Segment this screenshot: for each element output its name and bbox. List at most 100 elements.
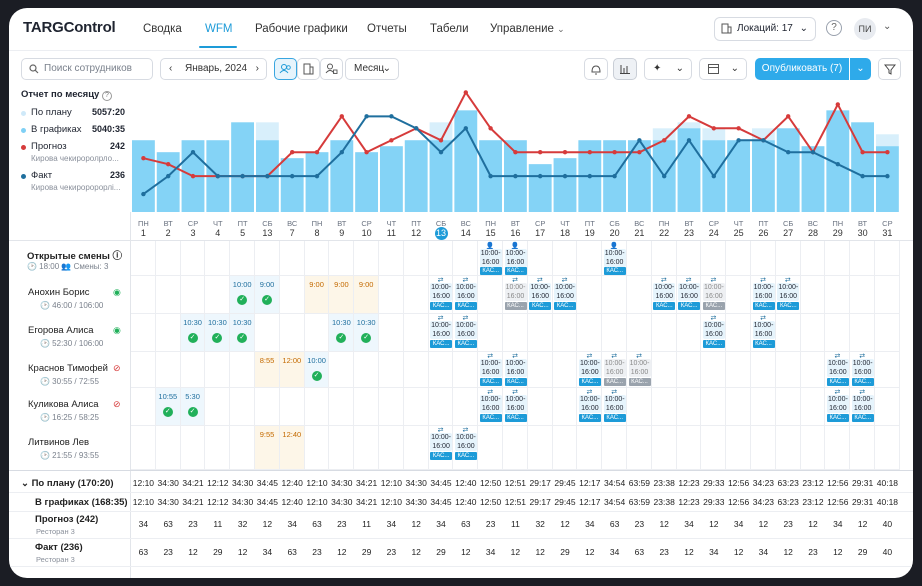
grid-cell[interactable] [850, 314, 875, 352]
grid-cell[interactable] [379, 352, 404, 388]
shift-start-time[interactable]: 9:55 [259, 430, 275, 439]
period-dropdown[interactable]: Месяц ⌄ [345, 58, 399, 80]
day-number[interactable]: 13 [262, 228, 273, 238]
grid-cell[interactable] [329, 352, 355, 388]
grid-cell[interactable] [403, 314, 429, 352]
auto-schedule-dropdown[interactable]: ✦ ⌄ [644, 58, 692, 80]
grid-cell[interactable] [875, 352, 900, 388]
day-number[interactable]: 24 [708, 228, 719, 238]
grid-cell[interactable] [180, 352, 206, 388]
grid-cell[interactable] [627, 241, 652, 276]
grid-cell[interactable] [527, 426, 553, 470]
search-input[interactable]: Поиск сотрудников [21, 58, 153, 80]
grid-cell[interactable] [379, 314, 404, 352]
grid-cell[interactable] [428, 352, 454, 388]
shift-tag[interactable]: КАС... [529, 302, 552, 310]
grid-cell[interactable] [428, 314, 454, 352]
shift-tag[interactable]: КАС... [504, 302, 527, 310]
grid-cell[interactable] [825, 352, 851, 388]
shift-tag[interactable]: КАС... [504, 414, 527, 422]
grid-cell[interactable] [726, 241, 751, 276]
shift-tag[interactable]: КАС... [777, 302, 800, 310]
grid-cell[interactable] [155, 241, 181, 276]
grid-cell[interactable] [552, 276, 578, 314]
grid-cell[interactable] [726, 352, 751, 388]
grid-cell[interactable] [155, 352, 181, 388]
grid-cell[interactable] [255, 352, 280, 388]
grid-cell[interactable] [304, 426, 330, 470]
day-number[interactable]: 13 [435, 228, 446, 238]
grid-cell[interactable] [503, 352, 528, 388]
grid-cell[interactable] [279, 276, 305, 314]
grid-cell[interactable] [379, 426, 404, 470]
grid-cell[interactable] [701, 388, 727, 426]
grid-cell[interactable] [602, 426, 627, 470]
grid-cell[interactable] [155, 314, 181, 352]
grid-cell[interactable] [453, 314, 479, 352]
grid-cell[interactable] [775, 388, 801, 426]
grid-cell[interactable] [701, 241, 727, 276]
shift-time[interactable]: 10:00- 16:00 [578, 359, 601, 377]
grid-cell[interactable] [825, 241, 851, 276]
grid-cell[interactable] [131, 352, 156, 388]
grid-cell[interactable] [205, 314, 231, 352]
grid-cell[interactable] [279, 241, 305, 276]
grid-cell[interactable] [180, 276, 206, 314]
day-number[interactable]: 5 [240, 228, 246, 238]
grid-cell[interactable] [453, 352, 479, 388]
day-number[interactable]: 20 [609, 228, 620, 238]
shift-tag[interactable]: КАС... [628, 378, 651, 386]
grid-cell[interactable] [255, 314, 280, 352]
shift-time[interactable]: 10:00- 16:00 [752, 283, 775, 301]
grid-cell[interactable] [676, 426, 702, 470]
grid-cell[interactable] [453, 241, 479, 276]
grid-cell[interactable] [453, 388, 479, 426]
grid-cell[interactable] [503, 276, 528, 314]
grid-cell[interactable] [552, 426, 578, 470]
shift-start-time[interactable]: 12:40 [282, 430, 302, 439]
grid-cell[interactable] [478, 276, 503, 314]
day-number[interactable]: 29 [832, 228, 843, 238]
shift-tag[interactable]: КАС... [851, 414, 874, 422]
employee-name[interactable]: Литвинов Лев [28, 437, 90, 448]
grid-cell[interactable] [726, 314, 751, 352]
shift-start-time[interactable]: 10:30 [183, 318, 202, 327]
shift-tag[interactable]: КАС... [603, 378, 626, 386]
grid-cell[interactable] [503, 388, 528, 426]
shift-tag[interactable]: КАС... [603, 414, 626, 422]
grid-cell[interactable] [354, 314, 379, 352]
shift-tag[interactable]: КАС... [554, 302, 577, 310]
day-number[interactable]: 19 [584, 228, 595, 238]
grid-cell[interactable] [255, 388, 280, 426]
grid-cell[interactable] [403, 352, 429, 388]
grid-cell[interactable] [875, 314, 900, 352]
employee-name[interactable]: Анохин Борис [28, 287, 90, 298]
shift-time[interactable]: 10:00- 16:00 [628, 359, 651, 377]
shift-time[interactable]: 10:00- 16:00 [851, 395, 874, 413]
shift-time[interactable]: 10:00- 16:00 [752, 321, 775, 339]
nav-work-schedules[interactable]: Рабочие графики [255, 23, 348, 35]
chevron-down-icon[interactable]: ⌄ [883, 21, 892, 32]
shift-time[interactable]: 10:00- 16:00 [777, 283, 800, 301]
grid-cell[interactable] [627, 388, 652, 426]
grid-cell[interactable] [453, 276, 479, 314]
grid-cell[interactable] [527, 241, 553, 276]
shift-tag[interactable]: КАС... [504, 378, 527, 386]
grid-cell[interactable] [230, 314, 255, 352]
grid-cell[interactable] [800, 314, 826, 352]
grid-cell[interactable] [676, 241, 702, 276]
day-number[interactable]: 4 [215, 228, 221, 238]
avatar[interactable]: ПИ [854, 18, 876, 40]
grid-cell[interactable] [379, 276, 404, 314]
grid-cell[interactable] [651, 314, 677, 352]
grid-cell[interactable] [726, 276, 751, 314]
day-number[interactable]: 12 [411, 228, 422, 238]
grid-cell[interactable] [577, 314, 603, 352]
grid-cell[interactable] [850, 426, 875, 470]
grid-cell[interactable] [304, 388, 330, 426]
shift-time[interactable]: 10:00- 16:00 [479, 359, 502, 377]
shift-time[interactable]: 10:00- 16:00 [702, 283, 725, 301]
locations-dropdown[interactable]: Локаций: 17 ⌄ [714, 17, 816, 41]
shift-start-time[interactable]: 10:00 [307, 356, 326, 365]
grid-cell[interactable] [180, 241, 206, 276]
